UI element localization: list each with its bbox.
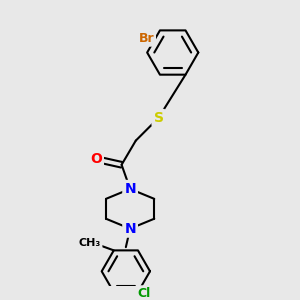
Text: N: N [124,182,136,196]
Text: Br: Br [139,32,154,45]
Text: O: O [90,152,102,166]
Text: Cl: Cl [137,287,150,300]
Text: CH₃: CH₃ [79,238,101,248]
Text: S: S [154,111,164,125]
Text: N: N [124,222,136,236]
